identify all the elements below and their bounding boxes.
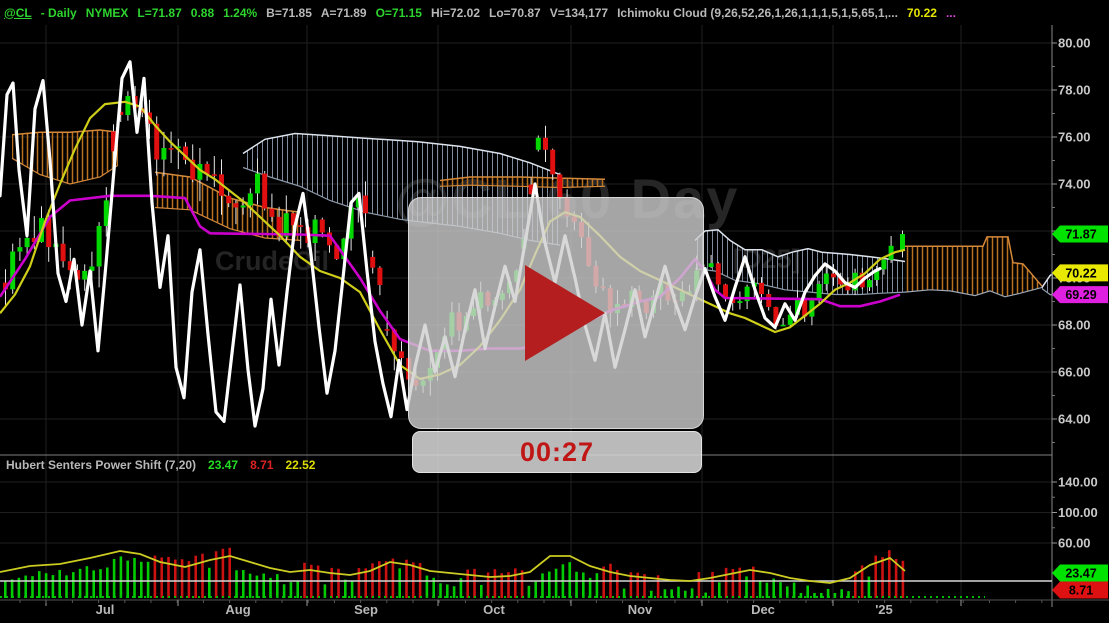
indicator-value: Hubert Senters Power Shift (7,20) (6, 458, 197, 472)
cloud-bottom-boundary (154, 206, 301, 241)
quote-field: B=71.85 (266, 5, 312, 20)
ichimoku-cloud (155, 172, 300, 241)
y-axis-label: 80.00 (1058, 36, 1091, 51)
quote-field: - Daily (40, 5, 77, 20)
x-axis-label: '25 (875, 602, 893, 617)
x-axis-label: Aug (225, 602, 250, 617)
y-axis-label: 100.00 (1058, 505, 1098, 520)
power-shift-signal-line (0, 550, 906, 584)
cloud-top-boundary (242, 132, 561, 176)
video-timestamp: 00:27 (519, 437, 595, 467)
symbol-header-bar: @CL - Daily NYMEX L=71.87 0.88 1.24% B=71.85 A=… (0, 0, 1109, 25)
quote-field: ... (945, 5, 956, 20)
video-timer-bar: 00:27 (412, 431, 702, 473)
y-axis-label: 76.00 (1058, 130, 1091, 145)
quote-field: @CL (4, 5, 32, 20)
svg-text:8.71: 8.71 (1069, 584, 1093, 598)
fast-line-white (0, 60, 882, 428)
x-axis-label: Dec (751, 602, 775, 617)
quote-field: 70.22 (906, 5, 937, 20)
quote-field: V=134,177 (549, 5, 609, 20)
cloud-top-boundary (11, 129, 119, 136)
ichimoku-cloud (695, 229, 905, 295)
indicator-label-row: Hubert Senters Power Shift (7,20) 23.47 8.… (6, 458, 315, 472)
price-tag: 70.22 (1052, 264, 1108, 282)
price-tag: 69.29 (1052, 286, 1108, 304)
cloud-bottom-boundary (439, 184, 606, 189)
quote-field: 0.88 (190, 5, 215, 20)
quote-field: Ichimoku Cloud (9,26,52,26,1,26,1,1,1,5,… (617, 5, 898, 20)
y-axis-label: 66.00 (1058, 365, 1091, 380)
y-axis-label: 78.00 (1058, 83, 1091, 98)
svg-text:70.22: 70.22 (1065, 266, 1096, 280)
quote-field: L=71.87 (137, 5, 182, 20)
play-icon[interactable] (525, 265, 605, 361)
y-axis-label: 140.00 (1058, 475, 1098, 490)
cloud-top-boundary (694, 229, 906, 263)
indicator-value: 23.47 (208, 458, 239, 472)
x-axis-labels: Jul Aug Sep Oct Nov Dec '25 (19, 600, 1043, 617)
quote-field: NYMEX (85, 5, 129, 20)
price-tag: 8.71 (1052, 581, 1108, 599)
y-axis-label: 60.00 (1058, 536, 1091, 551)
x-axis-label: Oct (483, 602, 505, 617)
price-tag: 71.87 (1052, 225, 1108, 243)
x-axis-label: Sep (354, 602, 378, 617)
quote-field: Lo=70.87 (489, 5, 541, 20)
svg-text:23.47: 23.47 (1065, 567, 1096, 581)
cloud-top-boundary (439, 176, 606, 182)
quote-field: O=71.15 (375, 5, 422, 20)
y-axis-label: 74.00 (1058, 177, 1091, 192)
cloud-top-boundary (905, 236, 1043, 287)
quote-field: A=71.89 (320, 5, 367, 20)
svg-text:71.87: 71.87 (1065, 228, 1096, 242)
ichimoku-cloud (905, 236, 1042, 297)
y-axis-label: 68.00 (1058, 318, 1091, 333)
svg-text:69.29: 69.29 (1065, 288, 1096, 302)
y-axis-label: 64.00 (1058, 412, 1091, 427)
video-overlay-panel[interactable] (408, 197, 704, 429)
indicator-value: 8.71 (250, 458, 274, 472)
cloud-bottom-boundary (904, 286, 1043, 298)
x-axis-label: Jul (96, 602, 115, 617)
power-shift-histogram (4, 547, 905, 598)
indicator-value: 22.52 (285, 458, 316, 472)
ichimoku-cloud (12, 130, 118, 184)
price-tag: 23.47 (1052, 564, 1108, 582)
quote-field: 1.24% (223, 5, 258, 20)
quote-field: Hi=72.02 (430, 5, 480, 20)
x-axis-label: Nov (628, 602, 653, 617)
